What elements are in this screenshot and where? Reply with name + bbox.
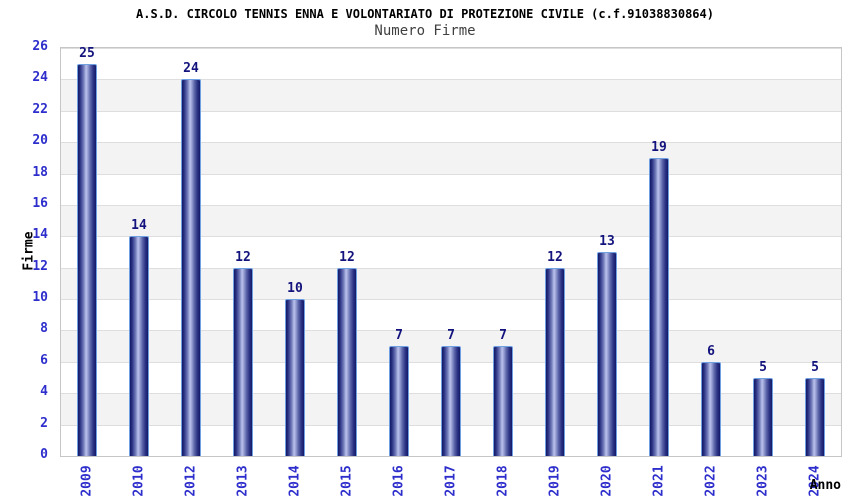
x-tick-label: 2012 xyxy=(183,465,199,497)
y-tick-label: 10 xyxy=(32,290,48,306)
grid-band xyxy=(61,142,841,174)
y-tick-label: 12 xyxy=(32,258,48,274)
bar-2022 xyxy=(701,361,721,456)
bar-2009 xyxy=(77,63,97,456)
x-tick-label: 2010 xyxy=(131,465,147,497)
bar-value-label: 7 xyxy=(395,328,403,344)
x-tick-label: 2020 xyxy=(599,465,615,497)
bar-value-label: 12 xyxy=(339,249,355,265)
bar-value-label: 10 xyxy=(287,281,303,297)
bar-value-label: 7 xyxy=(499,328,507,344)
bar-value-label: 19 xyxy=(651,139,667,155)
y-tick-label: 14 xyxy=(32,227,48,243)
y-tick-label: 8 xyxy=(40,321,48,337)
grid-band xyxy=(61,204,841,237)
bar-2012 xyxy=(181,79,201,456)
grid-band xyxy=(61,173,841,205)
bar-value-label: 5 xyxy=(811,359,819,375)
bar-value-label: 14 xyxy=(131,218,147,234)
bar-2013 xyxy=(233,267,253,456)
y-tick-label: 26 xyxy=(32,39,48,54)
bar-2016 xyxy=(389,346,409,456)
x-tick-label: 2022 xyxy=(703,465,719,497)
bar-2014 xyxy=(285,299,305,456)
x-tick-label: 2021 xyxy=(651,465,667,497)
bar-2017 xyxy=(441,346,461,456)
chart-subtitle: Numero Firme xyxy=(374,23,476,39)
x-tick-label: 2023 xyxy=(755,465,771,497)
bar-value-label: 25 xyxy=(79,45,95,61)
bar-2023 xyxy=(753,377,773,456)
y-tick-label: 6 xyxy=(40,352,48,368)
bar-2021 xyxy=(649,157,669,456)
y-tick-label: 22 xyxy=(32,101,48,117)
bar-value-label: 13 xyxy=(599,234,615,249)
x-tick-label: 2013 xyxy=(235,465,251,497)
x-tick-label: 2014 xyxy=(287,465,303,497)
bar-value-label: 24 xyxy=(183,61,199,77)
bar-value-label: 7 xyxy=(447,328,455,344)
bar-value-label: 12 xyxy=(235,249,251,265)
x-tick-label: 2019 xyxy=(547,465,563,497)
bar-value-label: 6 xyxy=(707,343,715,359)
x-tick-label: 2015 xyxy=(339,465,355,497)
bar-2019 xyxy=(545,267,565,456)
plot-area: 25 14 24 12 10 12 7 7 7 12 13 19 6 5 5 xyxy=(60,47,842,457)
bar-2024 xyxy=(805,377,825,456)
y-tick-label: 2 xyxy=(40,415,48,431)
y-tick-label: 4 xyxy=(40,384,48,400)
x-tick-label: 2018 xyxy=(495,465,511,497)
bar-value-label: 5 xyxy=(759,359,767,375)
x-tick-label: 2016 xyxy=(391,465,407,497)
grid-band xyxy=(61,79,841,111)
x-axis-label: Anno xyxy=(809,478,841,493)
y-tick-label: 24 xyxy=(32,70,48,86)
grid-band xyxy=(61,110,841,143)
bar-2015 xyxy=(337,267,357,456)
y-tick-label: 16 xyxy=(32,195,48,211)
grid-band xyxy=(61,299,841,331)
bar-2020 xyxy=(597,252,617,456)
grid-band xyxy=(61,236,841,268)
y-tick-label: 18 xyxy=(32,164,48,180)
x-tick-label: 2009 xyxy=(79,465,95,497)
y-tick-label: 20 xyxy=(32,133,48,149)
y-tick-label: 0 xyxy=(40,447,48,462)
bar-2010 xyxy=(129,236,149,456)
x-tick-label: 2017 xyxy=(443,465,459,497)
grid-band xyxy=(61,267,841,300)
chart-title: A.S.D. CIRCOLO TENNIS ENNA E VOLONTARIAT… xyxy=(136,7,714,21)
grid-band xyxy=(61,48,841,80)
bar-2018 xyxy=(493,346,513,456)
bar-value-label: 12 xyxy=(547,249,563,265)
